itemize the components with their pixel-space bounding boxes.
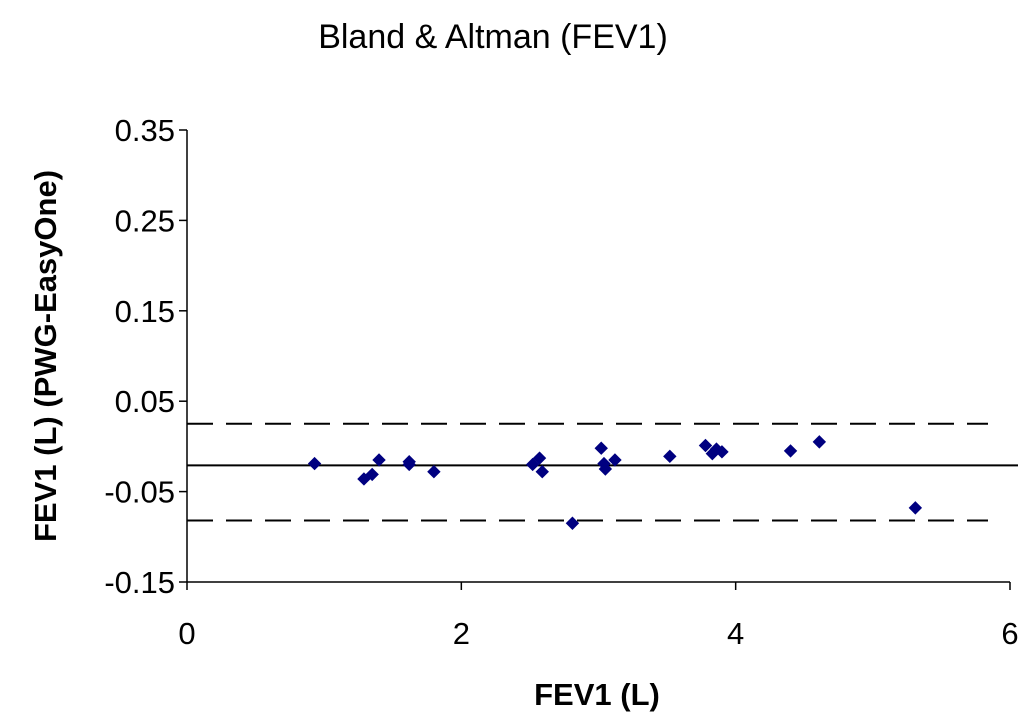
data-point	[427, 465, 441, 479]
data-point	[698, 438, 713, 453]
data-point	[402, 457, 416, 472]
data-point	[532, 451, 547, 465]
data-point	[663, 449, 677, 464]
data-point	[783, 444, 798, 458]
data-point	[535, 465, 549, 479]
data-point	[812, 435, 827, 449]
data-point	[525, 457, 540, 472]
y-tick-label: 0.15	[115, 294, 175, 329]
y-tick-label: -0.15	[104, 565, 175, 600]
data-point	[908, 501, 923, 515]
data-points	[307, 435, 923, 530]
y-tick-label: -0.05	[104, 475, 175, 510]
y-tick-label: 0.25	[115, 203, 175, 238]
y-axis-ticks: 0.35 0.25 0.15 0.05 -0.05 -0.15	[104, 113, 187, 600]
data-point	[365, 467, 379, 482]
data-point	[598, 462, 613, 476]
data-point	[594, 441, 608, 455]
x-tick-label: 2	[453, 616, 470, 651]
y-tick-label: 0.05	[115, 384, 175, 419]
data-point	[307, 456, 322, 471]
data-point	[372, 453, 386, 467]
y-axis-label: FEV1 (L) (PWG-EasyOne)	[28, 170, 63, 542]
x-axis-ticks: 0 2 4 6	[178, 582, 1019, 651]
data-point	[565, 516, 580, 530]
x-axis-label: FEV1 (L)	[534, 677, 660, 712]
x-tick-label: 0	[178, 616, 195, 651]
chart-title: Bland & Altman (FEV1)	[318, 18, 668, 56]
x-tick-label: 6	[1001, 616, 1018, 651]
data-point	[715, 445, 729, 459]
data-point	[608, 453, 622, 467]
x-tick-label: 4	[727, 616, 744, 651]
plot-area: 0.35 0.25 0.15 0.05 -0.05 -0.15 0 2 4 6	[104, 113, 1018, 651]
data-point	[357, 472, 371, 486]
y-tick-label: 0.35	[115, 113, 175, 148]
